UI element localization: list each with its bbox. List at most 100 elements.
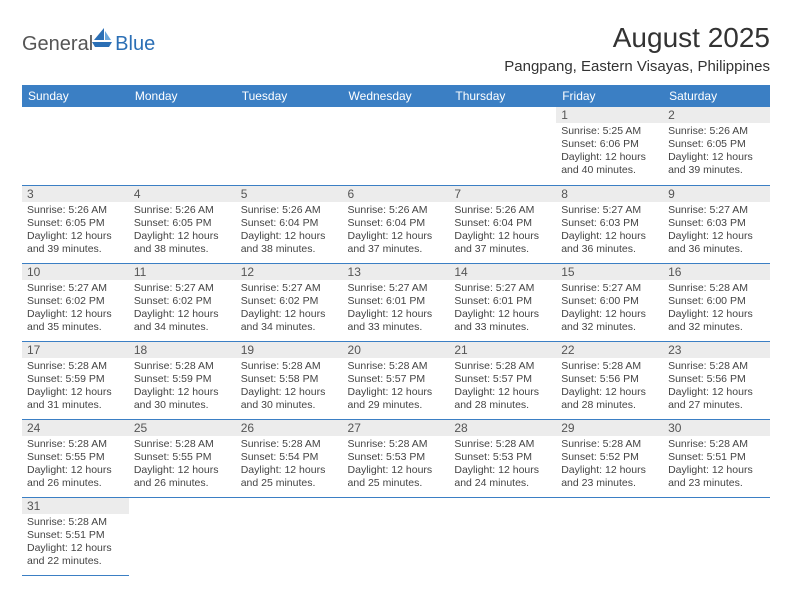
calendar-day-cell: 23Sunrise: 5:28 AMSunset: 5:56 PMDayligh…: [663, 341, 770, 419]
sunset-text: Sunset: 5:53 PM: [454, 451, 551, 464]
daylight-line1: Daylight: 12 hours: [561, 386, 658, 399]
daylight-line1: Daylight: 12 hours: [348, 386, 445, 399]
calendar-week-row: 3Sunrise: 5:26 AMSunset: 6:05 PMDaylight…: [22, 185, 770, 263]
day-number: 11: [129, 264, 236, 280]
daylight-line2: and 32 minutes.: [561, 321, 658, 334]
daylight-line1: Daylight: 12 hours: [27, 308, 124, 321]
day-content: Sunrise: 5:27 AMSunset: 6:02 PMDaylight:…: [129, 280, 236, 339]
daylight-line2: and 39 minutes.: [668, 164, 765, 177]
sunset-text: Sunset: 5:56 PM: [561, 373, 658, 386]
weekday-header-row: Sunday Monday Tuesday Wednesday Thursday…: [22, 85, 770, 107]
sunrise-text: Sunrise: 5:27 AM: [27, 282, 124, 295]
sunrise-text: Sunrise: 5:27 AM: [668, 204, 765, 217]
day-content: Sunrise: 5:28 AMSunset: 5:56 PMDaylight:…: [663, 358, 770, 417]
sunset-text: Sunset: 6:04 PM: [241, 217, 338, 230]
day-content: Sunrise: 5:28 AMSunset: 5:55 PMDaylight:…: [129, 436, 236, 495]
sunset-text: Sunset: 5:59 PM: [27, 373, 124, 386]
calendar-day-cell: 17Sunrise: 5:28 AMSunset: 5:59 PMDayligh…: [22, 341, 129, 419]
sunrise-text: Sunrise: 5:28 AM: [668, 438, 765, 451]
day-content: Sunrise: 5:28 AMSunset: 5:53 PMDaylight:…: [343, 436, 450, 495]
day-content: Sunrise: 5:26 AMSunset: 6:05 PMDaylight:…: [129, 202, 236, 261]
calendar-day-cell: 18Sunrise: 5:28 AMSunset: 5:59 PMDayligh…: [129, 341, 236, 419]
header: General Blue August 2025 Pangpang, Easte…: [22, 22, 770, 75]
daylight-line1: Daylight: 12 hours: [134, 308, 231, 321]
day-number: 26: [236, 420, 343, 436]
daylight-line1: Daylight: 12 hours: [454, 308, 551, 321]
calendar-day-cell: 9Sunrise: 5:27 AMSunset: 6:03 PMDaylight…: [663, 185, 770, 263]
calendar-day-cell: 15Sunrise: 5:27 AMSunset: 6:00 PMDayligh…: [556, 263, 663, 341]
day-content: Sunrise: 5:27 AMSunset: 6:02 PMDaylight:…: [236, 280, 343, 339]
daylight-line1: Daylight: 12 hours: [348, 230, 445, 243]
calendar-day-cell: [129, 107, 236, 185]
day-number: 23: [663, 342, 770, 358]
calendar-day-cell: [343, 497, 450, 575]
calendar-table: Sunday Monday Tuesday Wednesday Thursday…: [22, 85, 770, 576]
sunset-text: Sunset: 6:04 PM: [348, 217, 445, 230]
day-content: Sunrise: 5:28 AMSunset: 5:55 PMDaylight:…: [22, 436, 129, 495]
day-content: Sunrise: 5:28 AMSunset: 5:57 PMDaylight:…: [343, 358, 450, 417]
calendar-day-cell: 28Sunrise: 5:28 AMSunset: 5:53 PMDayligh…: [449, 419, 556, 497]
day-number: 6: [343, 186, 450, 202]
daylight-line2: and 27 minutes.: [668, 399, 765, 412]
calendar-week-row: 1Sunrise: 5:25 AMSunset: 6:06 PMDaylight…: [22, 107, 770, 185]
sunrise-text: Sunrise: 5:28 AM: [27, 516, 124, 529]
calendar-day-cell: 29Sunrise: 5:28 AMSunset: 5:52 PMDayligh…: [556, 419, 663, 497]
calendar-day-cell: [343, 107, 450, 185]
daylight-line1: Daylight: 12 hours: [27, 386, 124, 399]
daylight-line1: Daylight: 12 hours: [668, 464, 765, 477]
calendar-day-cell: 12Sunrise: 5:27 AMSunset: 6:02 PMDayligh…: [236, 263, 343, 341]
calendar-day-cell: 4Sunrise: 5:26 AMSunset: 6:05 PMDaylight…: [129, 185, 236, 263]
calendar-day-cell: [556, 497, 663, 575]
day-content: Sunrise: 5:27 AMSunset: 6:00 PMDaylight:…: [556, 280, 663, 339]
daylight-line2: and 25 minutes.: [241, 477, 338, 490]
day-content: Sunrise: 5:26 AMSunset: 6:05 PMDaylight:…: [22, 202, 129, 261]
daylight-line2: and 30 minutes.: [241, 399, 338, 412]
day-number: 27: [343, 420, 450, 436]
daylight-line2: and 36 minutes.: [561, 243, 658, 256]
daylight-line1: Daylight: 12 hours: [454, 464, 551, 477]
logo: General Blue: [22, 28, 155, 61]
daylight-line1: Daylight: 12 hours: [348, 464, 445, 477]
day-number: 18: [129, 342, 236, 358]
sunrise-text: Sunrise: 5:28 AM: [134, 438, 231, 451]
day-number: 15: [556, 264, 663, 280]
daylight-line2: and 33 minutes.: [348, 321, 445, 334]
sunrise-text: Sunrise: 5:28 AM: [561, 438, 658, 451]
day-content: Sunrise: 5:28 AMSunset: 5:53 PMDaylight:…: [449, 436, 556, 495]
calendar-day-cell: 20Sunrise: 5:28 AMSunset: 5:57 PMDayligh…: [343, 341, 450, 419]
logo-text-dark: General: [22, 33, 93, 56]
daylight-line2: and 38 minutes.: [241, 243, 338, 256]
day-number: 3: [22, 186, 129, 202]
calendar-day-cell: 2Sunrise: 5:26 AMSunset: 6:05 PMDaylight…: [663, 107, 770, 185]
sunrise-text: Sunrise: 5:25 AM: [561, 125, 658, 138]
weekday-header: Tuesday: [236, 85, 343, 107]
calendar-day-cell: 26Sunrise: 5:28 AMSunset: 5:54 PMDayligh…: [236, 419, 343, 497]
sunset-text: Sunset: 5:57 PM: [454, 373, 551, 386]
day-number: 2: [663, 107, 770, 123]
calendar-day-cell: 13Sunrise: 5:27 AMSunset: 6:01 PMDayligh…: [343, 263, 450, 341]
day-number: 20: [343, 342, 450, 358]
daylight-line2: and 26 minutes.: [134, 477, 231, 490]
daylight-line2: and 25 minutes.: [348, 477, 445, 490]
day-content: Sunrise: 5:27 AMSunset: 6:01 PMDaylight:…: [343, 280, 450, 339]
daylight-line2: and 28 minutes.: [561, 399, 658, 412]
day-number: 25: [129, 420, 236, 436]
daylight-line2: and 29 minutes.: [348, 399, 445, 412]
calendar-week-row: 10Sunrise: 5:27 AMSunset: 6:02 PMDayligh…: [22, 263, 770, 341]
sunrise-text: Sunrise: 5:28 AM: [668, 360, 765, 373]
weekday-header: Friday: [556, 85, 663, 107]
calendar-day-cell: [236, 497, 343, 575]
sunrise-text: Sunrise: 5:28 AM: [454, 438, 551, 451]
daylight-line2: and 39 minutes.: [27, 243, 124, 256]
sunset-text: Sunset: 5:59 PM: [134, 373, 231, 386]
daylight-line2: and 28 minutes.: [454, 399, 551, 412]
day-content: Sunrise: 5:26 AMSunset: 6:04 PMDaylight:…: [343, 202, 450, 261]
daylight-line2: and 24 minutes.: [454, 477, 551, 490]
daylight-line1: Daylight: 12 hours: [561, 230, 658, 243]
daylight-line1: Daylight: 12 hours: [27, 230, 124, 243]
sunset-text: Sunset: 5:52 PM: [561, 451, 658, 464]
calendar-day-cell: 3Sunrise: 5:26 AMSunset: 6:05 PMDaylight…: [22, 185, 129, 263]
daylight-line1: Daylight: 12 hours: [668, 386, 765, 399]
daylight-line1: Daylight: 12 hours: [668, 308, 765, 321]
day-number: 12: [236, 264, 343, 280]
